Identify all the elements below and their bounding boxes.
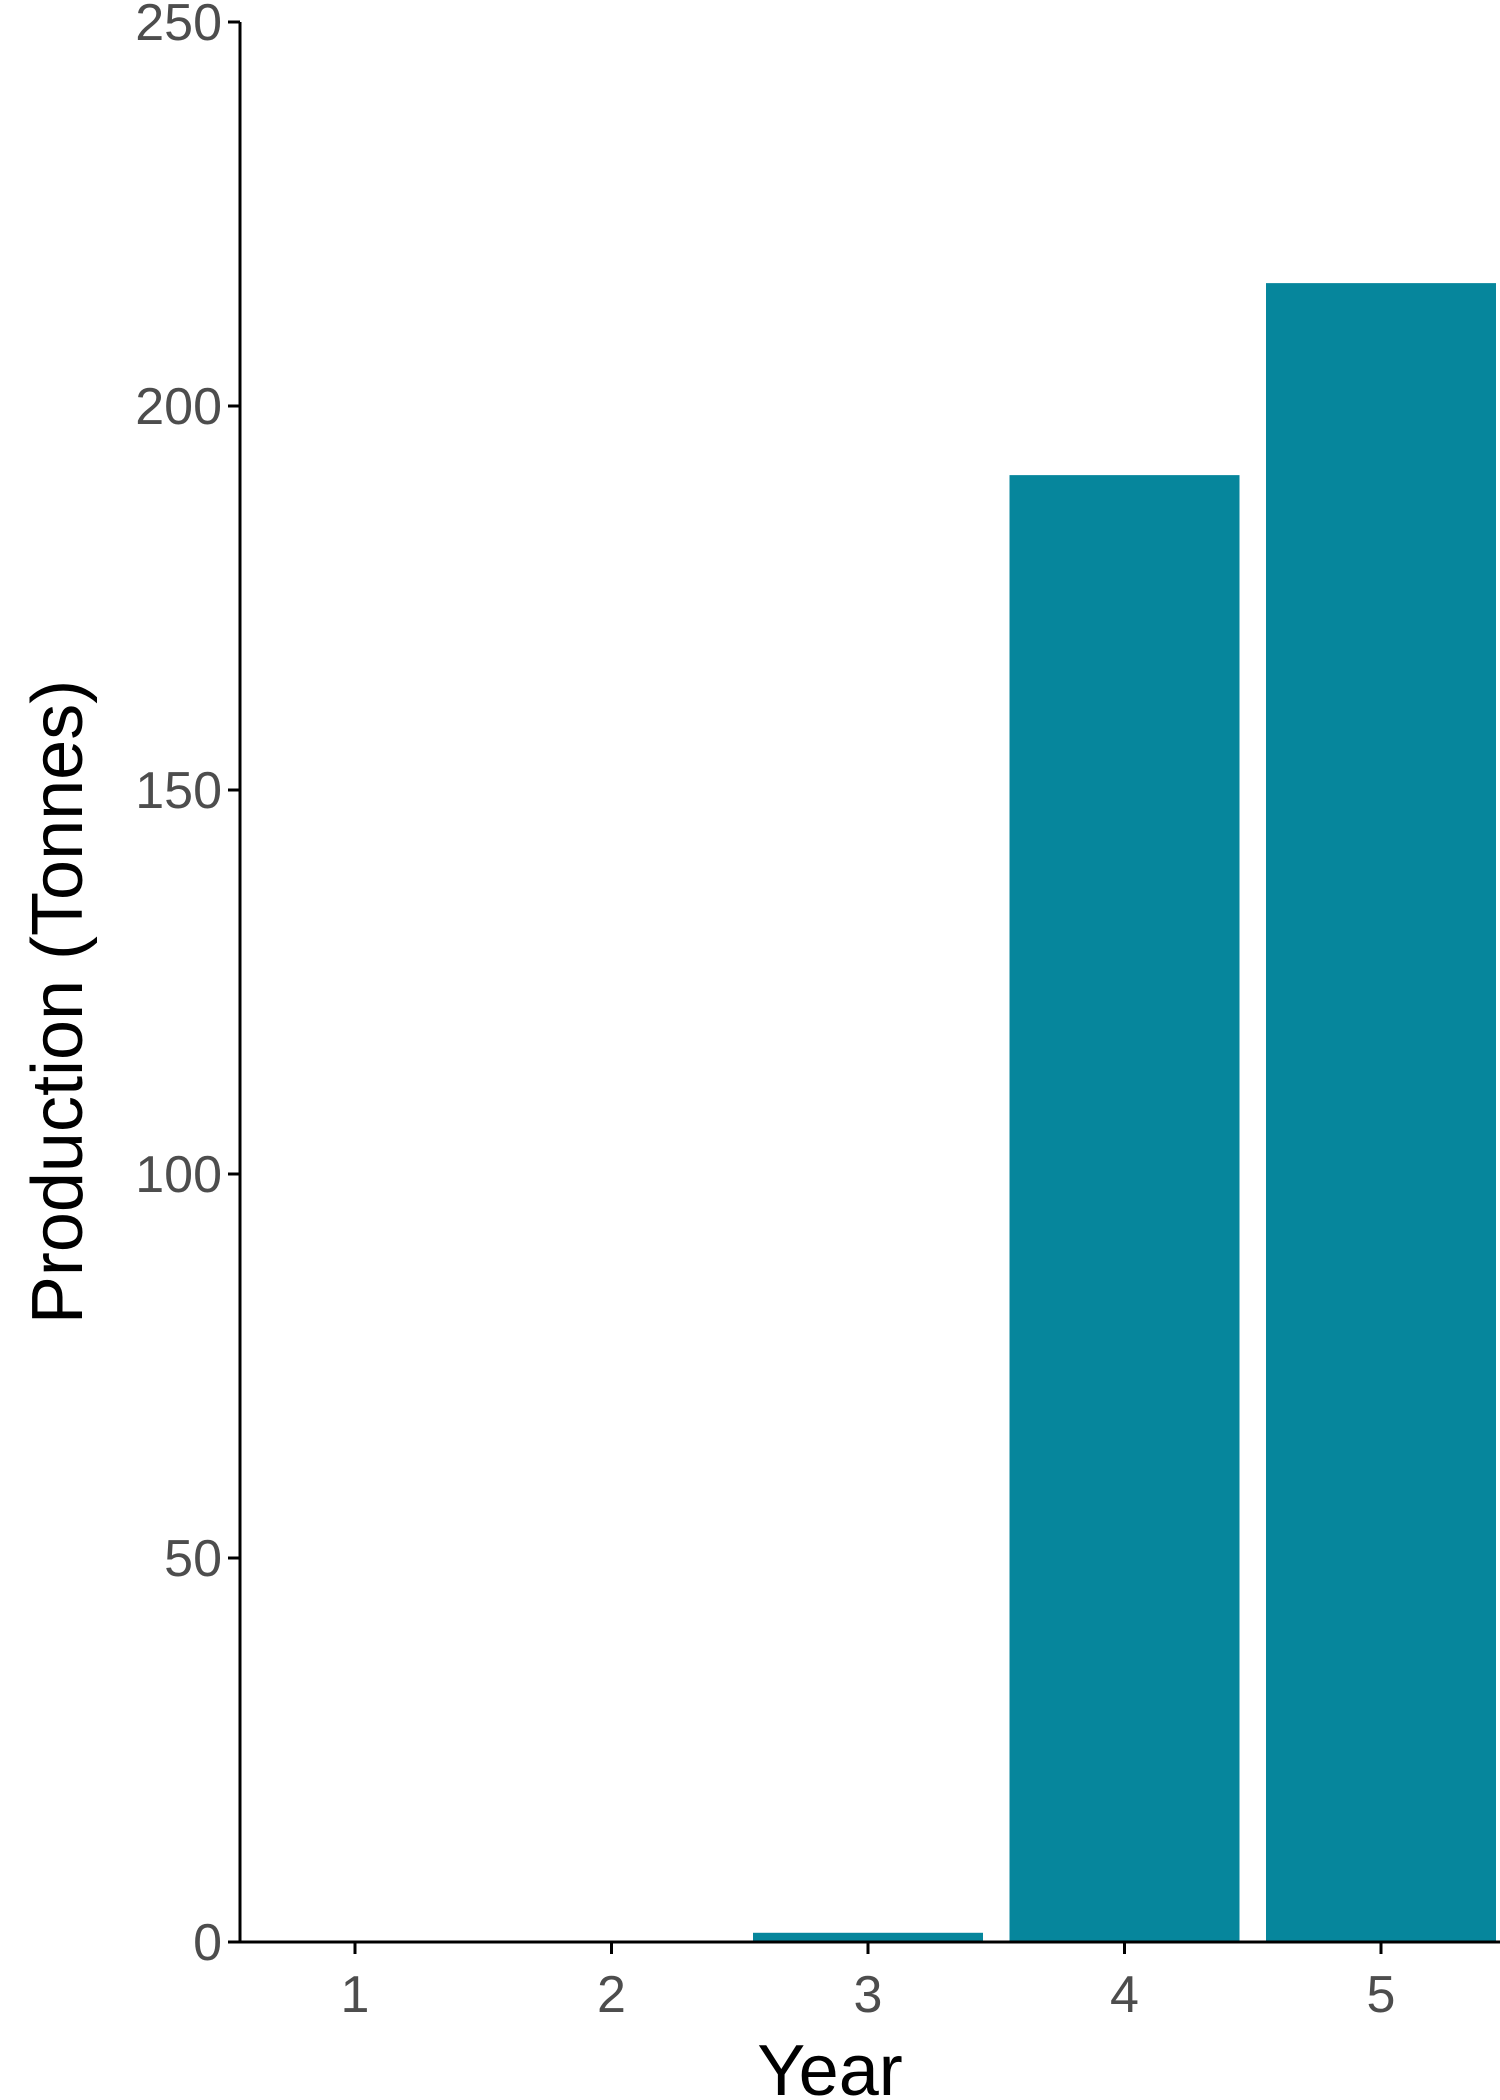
- x-tick-label: 4: [1110, 1966, 1139, 2024]
- y-tick-label: 150: [135, 762, 222, 820]
- y-tick-label: 0: [193, 1914, 222, 1972]
- y-tick-label: 200: [135, 378, 222, 436]
- bar-year-5: [1266, 283, 1496, 1942]
- x-tick-label: 3: [854, 1966, 883, 2024]
- x-tick-label: 5: [1367, 1966, 1396, 2024]
- x-tick-label: 2: [597, 1966, 626, 2024]
- bars-layer: [753, 283, 1496, 1942]
- y-axis-title: Production (Tonnes): [18, 680, 98, 1324]
- y-tick-label: 250: [135, 0, 222, 52]
- y-ticks: 0 50 100 150 200 250: [135, 0, 240, 1972]
- y-tick-label: 50: [164, 1530, 222, 1588]
- x-tick-label: 1: [341, 1966, 370, 2024]
- axes-layer: [238, 22, 1500, 1944]
- bar-year-4: [1009, 475, 1240, 1942]
- x-axis-title: Year: [757, 2031, 902, 2100]
- x-ticks: 1 2 3 4 5: [341, 1942, 1396, 2024]
- y-tick-label: 100: [135, 1146, 222, 1204]
- bar-year-3: [753, 1932, 983, 1942]
